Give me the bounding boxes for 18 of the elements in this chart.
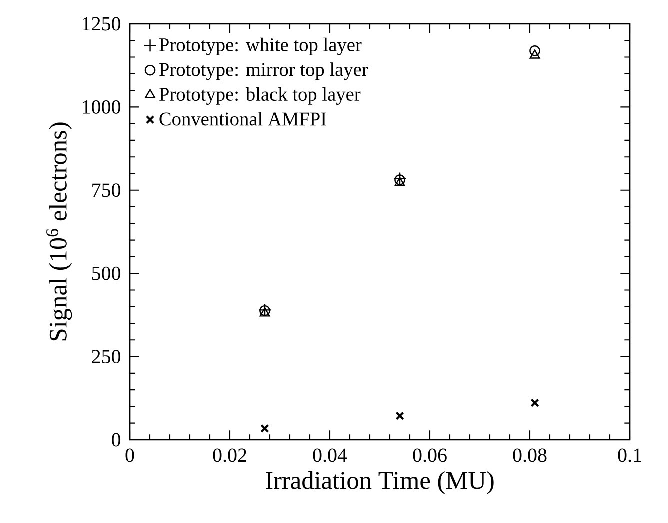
y-tick-label: 1000 (83, 100, 121, 114)
y-tick-label: 500 (92, 266, 121, 280)
legend-label: Prototype: mirror top layer (160, 62, 368, 80)
x-tick-label: 0.04 (313, 448, 348, 462)
x-axis-title: Irradiation Time (MU) (266, 471, 494, 494)
x-tick-label: 0.02 (213, 448, 246, 462)
y-tick-label: 0 (112, 433, 121, 447)
y-tick-label: 250 (92, 350, 121, 364)
y-tick-label: 1250 (83, 17, 121, 31)
y-axis-title: Signal (10$^{6}$ electrons) (46, 122, 72, 341)
x-tick-label: 0.08 (513, 448, 547, 462)
x-tick-label: 0.06 (413, 448, 447, 462)
x-tick-label: 0.1 (618, 448, 642, 462)
legend-label: Conventional AMFPI (160, 112, 326, 126)
legend-label: Prototype: white top layer (160, 38, 362, 56)
x-tick-label: 0 (126, 448, 134, 462)
y-tick-label: 750 (92, 184, 121, 198)
legend-label: Prototype: black top layer (160, 87, 361, 105)
